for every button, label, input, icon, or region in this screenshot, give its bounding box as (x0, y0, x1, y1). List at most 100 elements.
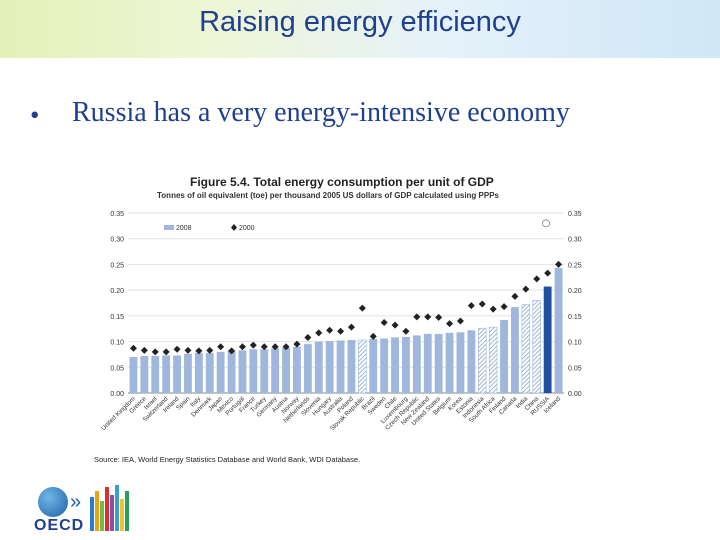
note-circle-marker: ○ (542, 218, 551, 229)
marker-2000 (424, 313, 432, 321)
figure-subtitle: Tonnes of oil equivalent (toe) per thous… (157, 191, 499, 200)
marker-2000 (533, 275, 541, 283)
y-tick-label-left: 0.20 (110, 288, 124, 295)
y-tick-label-right: 0.00 (568, 391, 582, 398)
marker-2000 (151, 348, 159, 356)
bar-2008 (282, 347, 290, 393)
bar-2008 (412, 335, 421, 393)
bar-2008 (423, 333, 432, 393)
bar-2008 (500, 319, 508, 393)
marker-2000 (293, 340, 301, 348)
marker-2000 (271, 343, 279, 351)
bar-2008 (162, 355, 171, 393)
marker-2000 (249, 341, 257, 349)
y-tick-label-right: 0.05 (568, 365, 582, 372)
marker-2000 (500, 303, 508, 311)
bar-2008 (140, 355, 149, 393)
energy-intensity-chart: 0.00 0.00 0.05 0.05 0.10 0.10 0.15 0.15 0.20 0.20… (100, 211, 582, 432)
bar-2008 (129, 357, 138, 393)
arrows-icon: » (70, 491, 82, 513)
marker-2000 (326, 326, 334, 334)
slide-title: Raising energy efficiency (199, 6, 521, 38)
marker-2000 (413, 313, 421, 321)
marker-2000 (402, 327, 410, 335)
bar-2008 (271, 348, 280, 393)
bar-2008 (456, 332, 465, 393)
bar-2008 (521, 304, 531, 394)
marker-2000 (228, 347, 236, 355)
marker-2000 (478, 300, 486, 308)
anniversary-50-icon (88, 485, 132, 531)
marker-2000 (206, 346, 214, 354)
legend-marker-2000 (231, 224, 237, 231)
y-tick-label-left: 0.05 (110, 365, 124, 372)
bar-2008 (511, 307, 519, 393)
bar-2008 (325, 341, 334, 393)
marker-2000 (467, 302, 475, 310)
slide-header: Raising energy efficiency (0, 0, 720, 58)
bar-2008 (314, 341, 323, 393)
bar-2008 (369, 339, 378, 393)
legend-label-2008: 2008 (176, 225, 192, 232)
bar-2008 (554, 268, 563, 393)
y-tick-label-left: 0.15 (110, 314, 124, 321)
bar-2008 (184, 353, 192, 393)
marker-2000 (380, 319, 388, 327)
bar-2008 (205, 352, 214, 393)
marker-2000 (260, 343, 268, 351)
marker-2000 (544, 269, 552, 277)
bar-2008 (173, 355, 181, 393)
marker-2000 (184, 346, 192, 354)
bar-2008 (478, 327, 487, 394)
figure-source: Source: IEA, World Energy Statistics Dat… (94, 455, 361, 464)
globe-icon (38, 487, 68, 517)
marker-2000 (304, 333, 312, 341)
y-tick-label-right: 0.25 (568, 262, 582, 269)
bar-2008 (543, 286, 552, 393)
marker-2000 (446, 320, 454, 328)
bar-2008 (467, 330, 476, 393)
bar-2008 (336, 340, 345, 393)
bar-2008 (347, 340, 356, 393)
bar-2008 (402, 336, 410, 393)
bar-2008 (434, 333, 443, 393)
bar-2008 (380, 338, 389, 393)
marker-2000 (238, 343, 246, 351)
marker-2000 (282, 343, 290, 351)
marker-2000 (522, 285, 530, 293)
marker-2000 (162, 348, 170, 356)
logo-text: OECD (34, 517, 85, 534)
marker-2000 (347, 323, 355, 331)
y-tick-label-right: 0.35 (568, 211, 582, 218)
marker-2000 (391, 321, 399, 329)
bar-2008 (293, 346, 301, 393)
oecd-logo: » OECD (30, 483, 140, 535)
bar-2008 (391, 337, 399, 393)
y-tick-label-right: 0.20 (568, 288, 582, 295)
marker-2000 (555, 260, 563, 268)
bar-2008 (488, 326, 498, 394)
marker-2000 (435, 313, 443, 321)
marker-2000 (369, 332, 377, 340)
legend-label-2000: 2000 (239, 225, 255, 232)
marker-2000 (511, 292, 519, 300)
bar-2008 (249, 349, 258, 393)
marker-2000 (217, 343, 225, 351)
marker-2000 (140, 346, 148, 354)
bar-2008 (151, 355, 160, 393)
marker-2000 (337, 327, 345, 335)
bar-2008 (194, 352, 203, 393)
y-tick-label-left: 0.10 (110, 340, 124, 347)
bar-2008 (445, 332, 454, 393)
marker-2000 (358, 304, 366, 312)
bar-2008 (238, 350, 247, 393)
y-tick-label-left: 0.35 (110, 211, 124, 218)
marker-2000 (129, 344, 137, 352)
bar-2008 (358, 339, 367, 394)
y-tick-label-left: 0.25 (110, 262, 124, 269)
y-tick-label-left: 0.30 (110, 237, 124, 244)
marker-2000 (315, 329, 323, 337)
figure-title: Figure 5.4. Total energy consumption per… (190, 175, 494, 189)
bar-2008 (216, 351, 225, 393)
bullet-icon: • (30, 100, 40, 130)
